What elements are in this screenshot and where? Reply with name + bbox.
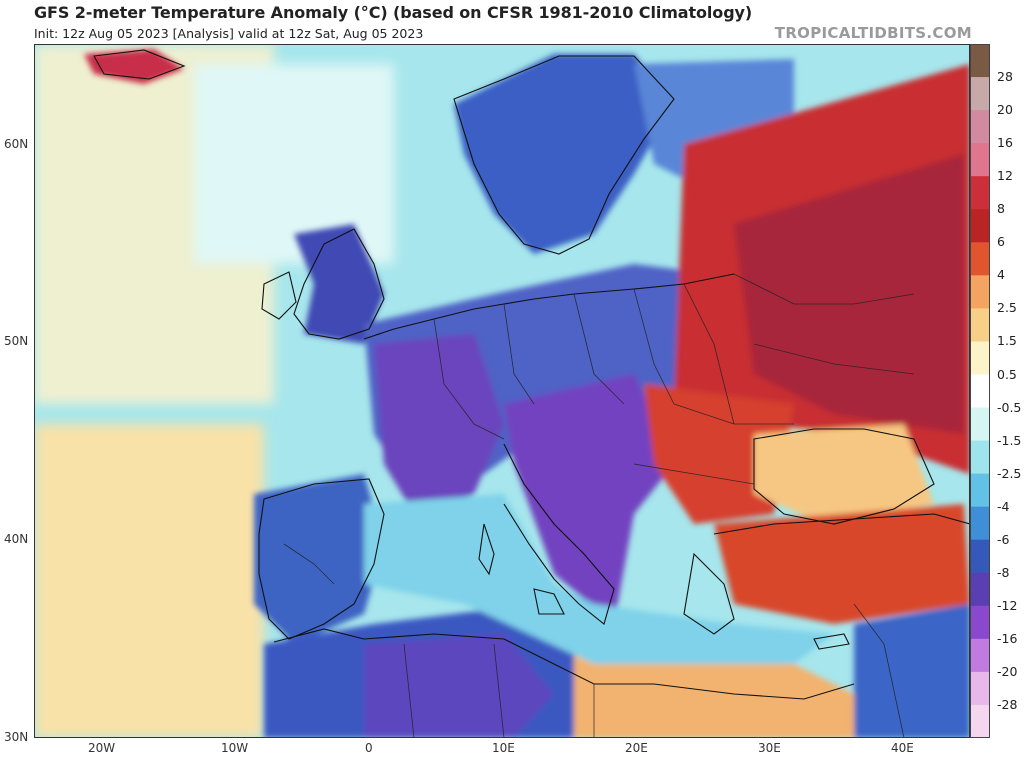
colorbar-tick-label: 2.5	[997, 300, 1017, 316]
chart-title: GFS 2-meter Temperature Anomaly (°C) (ba…	[34, 3, 753, 22]
colorbar-tick-label: -8	[997, 564, 1010, 580]
colorbar-segment	[970, 440, 990, 475]
colorbar-tick-label: -6	[997, 531, 1010, 547]
colorbar-tick-label: 6	[997, 234, 1005, 250]
lon-label-0: 0	[365, 741, 373, 755]
lon-label-10e: 10E	[492, 741, 515, 755]
mediterranean-region	[364, 494, 834, 664]
colorbar-segment	[970, 473, 990, 508]
france-purple-region	[374, 334, 504, 514]
colorbar-segment	[970, 275, 990, 309]
colorbar-tick-label: 16	[997, 135, 1013, 151]
colorbar-tick-label: 4	[997, 267, 1005, 283]
colorbar	[970, 44, 990, 738]
lon-label-20e: 20E	[625, 741, 648, 755]
map-frame	[34, 44, 970, 738]
colorbar-tick-label: 1.5	[997, 333, 1017, 349]
colorbar-segment	[970, 539, 990, 574]
lat-label-40n: 40N	[4, 532, 29, 546]
colorbar-tick-label: 28	[997, 69, 1013, 84]
colorbar-segment	[970, 638, 990, 673]
middle-east-region	[854, 604, 970, 738]
coastlines	[93, 49, 970, 700]
colorbar-segment	[970, 407, 990, 442]
colorbar-segment	[970, 44, 990, 78]
colorbar-segment	[970, 605, 990, 640]
colorbar-segment	[970, 671, 990, 706]
lon-label-10w: 10W	[221, 741, 249, 755]
colorbar-tick-label: 20	[997, 102, 1013, 118]
colorbar-tick-label: -16	[997, 630, 1018, 646]
colorbar-segment	[970, 110, 990, 144]
scandinavia-region	[454, 54, 674, 254]
borders	[283, 273, 915, 738]
colorbar-tick-label: -20	[997, 663, 1018, 679]
colorbar-tick-label: 8	[997, 201, 1005, 217]
lat-label-30n: 30N	[4, 730, 29, 744]
lat-label-50n: 50N	[4, 334, 29, 348]
colorbar-frame	[970, 44, 990, 738]
colorbar-tick-label: -12	[997, 597, 1018, 613]
colorbar-segment	[970, 242, 990, 276]
lat-label-60n: 60N	[4, 137, 29, 151]
lon-label-40e: 40E	[891, 741, 914, 755]
colorbar-tick-label: -1.5	[997, 432, 1022, 448]
brand-watermark: TROPICALTIDBITS.COM	[774, 24, 972, 42]
chart-subtitle: Init: 12z Aug 05 2023 [Analysis] valid a…	[34, 26, 424, 41]
colorbar-segment	[970, 209, 990, 243]
colorbar-segment	[970, 143, 990, 177]
colorbar-tick-label: 0.5	[997, 366, 1017, 382]
colorbar-tick-label: -0.5	[997, 399, 1022, 415]
colorbar-tick-label: -2.5	[997, 465, 1022, 481]
colorbar-segment	[970, 77, 990, 111]
russia-deep-region	[734, 154, 964, 434]
turkey-region	[714, 504, 970, 624]
colorbar-segment	[970, 572, 990, 607]
anomaly-map	[34, 44, 970, 738]
alps-italy-region	[504, 374, 674, 624]
colorbar-tick-label: -28	[997, 697, 1018, 712]
colorbar-segment	[970, 506, 990, 541]
colorbar-segment	[970, 704, 990, 738]
colorbar-tick-label: -4	[997, 498, 1010, 514]
lon-label-30e: 30E	[758, 741, 781, 755]
black-sea-region	[754, 424, 934, 524]
colorbar-segment	[970, 374, 990, 409]
colorbar-segment	[970, 176, 990, 210]
colorbar-segment	[970, 341, 990, 375]
colorbar-segment	[970, 308, 990, 342]
iberia-region	[254, 474, 384, 644]
uk-region	[294, 224, 384, 344]
colorbar-tick-label: 12	[997, 168, 1013, 184]
lon-label-20w: 20W	[88, 741, 116, 755]
